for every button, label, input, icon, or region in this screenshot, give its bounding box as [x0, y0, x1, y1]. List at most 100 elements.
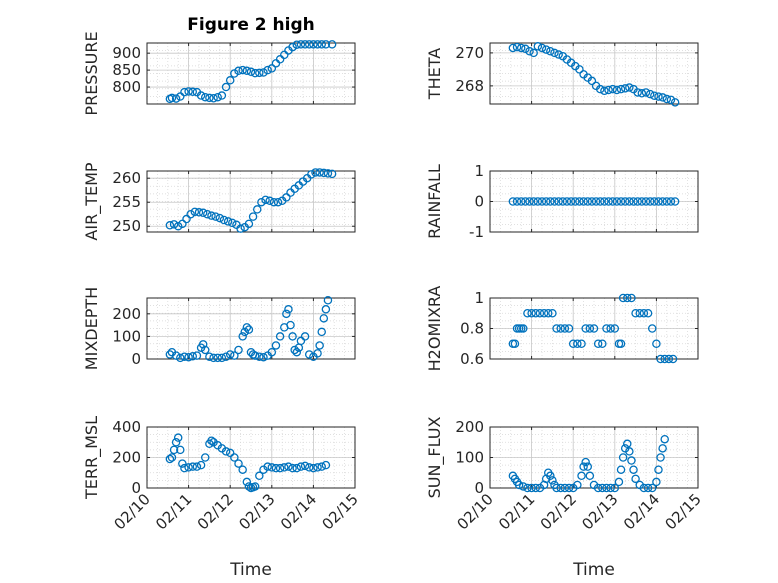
data-point [267, 64, 277, 73]
data-point [315, 341, 324, 350]
data-point [250, 351, 260, 360]
data-point [165, 221, 175, 230]
data-point [269, 197, 279, 207]
data-point [292, 40, 302, 49]
data-point [203, 209, 212, 219]
data-point [577, 471, 586, 481]
data-point [196, 91, 206, 100]
data-point [606, 483, 615, 493]
data-point [516, 197, 526, 206]
data-point [560, 483, 570, 493]
data-point [261, 195, 270, 205]
data-point [225, 76, 235, 85]
data-point [296, 336, 306, 346]
data-point [604, 197, 613, 206]
data-point [327, 169, 337, 179]
data-point [647, 324, 657, 333]
data-point [200, 92, 210, 102]
data-point [275, 332, 285, 341]
axes-box-theta [489, 42, 699, 105]
data-point [654, 465, 663, 474]
data-point [660, 354, 669, 364]
data-point [600, 86, 609, 96]
data-point [238, 332, 247, 341]
data-point [516, 43, 526, 53]
data-point [176, 445, 185, 455]
data-point [315, 168, 324, 177]
data-point [215, 213, 225, 223]
data-point [317, 40, 326, 49]
data-point [296, 40, 306, 49]
data-point [265, 196, 274, 206]
data-point [512, 42, 522, 52]
data-point [523, 308, 532, 318]
data-point [583, 462, 593, 471]
data-point [662, 197, 672, 206]
data-point [643, 483, 653, 493]
data-point [225, 448, 235, 458]
data-point [670, 197, 680, 206]
data-point [593, 339, 603, 348]
y-tick-label: 850 [112, 61, 141, 79]
data-point [554, 50, 563, 59]
data-point [550, 48, 559, 58]
data-point [664, 354, 674, 364]
data-point [327, 40, 337, 49]
y-tick-label: 400 [112, 418, 141, 436]
data-point [171, 94, 181, 103]
data-point [660, 434, 669, 444]
data-point [244, 325, 254, 334]
y-tick-label: 1 [474, 162, 484, 180]
data-point [552, 483, 561, 493]
data-point [581, 324, 590, 333]
data-point [543, 308, 553, 318]
data-point [311, 168, 320, 177]
data-point [658, 444, 667, 453]
data-point [620, 84, 630, 93]
data-point [581, 457, 590, 467]
data-point [184, 352, 193, 362]
data-point [267, 463, 277, 472]
data-point [319, 168, 329, 178]
data-point [616, 84, 626, 94]
data-point [242, 323, 252, 332]
data-point [650, 91, 659, 101]
data-point [598, 339, 607, 348]
data-point [263, 65, 272, 75]
data-point [643, 308, 653, 318]
data-point [645, 89, 655, 99]
data-point [280, 463, 289, 472]
data-point [519, 482, 528, 491]
y-axis-label-h2omixra: H2OMIXRA [425, 286, 444, 372]
data-point [535, 308, 545, 318]
data-point [171, 351, 181, 360]
data-point [562, 197, 572, 206]
data-point [198, 340, 208, 349]
data-point [207, 211, 216, 220]
data-point [546, 197, 555, 206]
data-point [537, 197, 547, 206]
y-tick-label: 100 [455, 449, 484, 467]
data-point [595, 84, 605, 94]
data-point [205, 93, 214, 103]
data-point [637, 197, 647, 206]
y-tick-label: 800 [112, 78, 141, 96]
data-point [533, 42, 543, 51]
data-point [662, 94, 672, 104]
data-point [238, 65, 247, 75]
data-point [508, 43, 518, 53]
subplot-air_temp: 250 255 260 AIR_TEMP [82, 162, 356, 241]
data-point [631, 474, 640, 484]
data-point [288, 332, 297, 341]
data-point [180, 87, 189, 97]
data-point [211, 212, 220, 221]
data-point [548, 308, 557, 318]
data-point [668, 354, 678, 364]
data-point [292, 347, 302, 357]
y-tick-label: 255 [112, 193, 141, 211]
data-point [533, 197, 543, 206]
data-point [577, 339, 586, 348]
x-axis-label-left: Time [229, 560, 272, 580]
data-point [508, 197, 518, 206]
data-point [610, 483, 620, 493]
